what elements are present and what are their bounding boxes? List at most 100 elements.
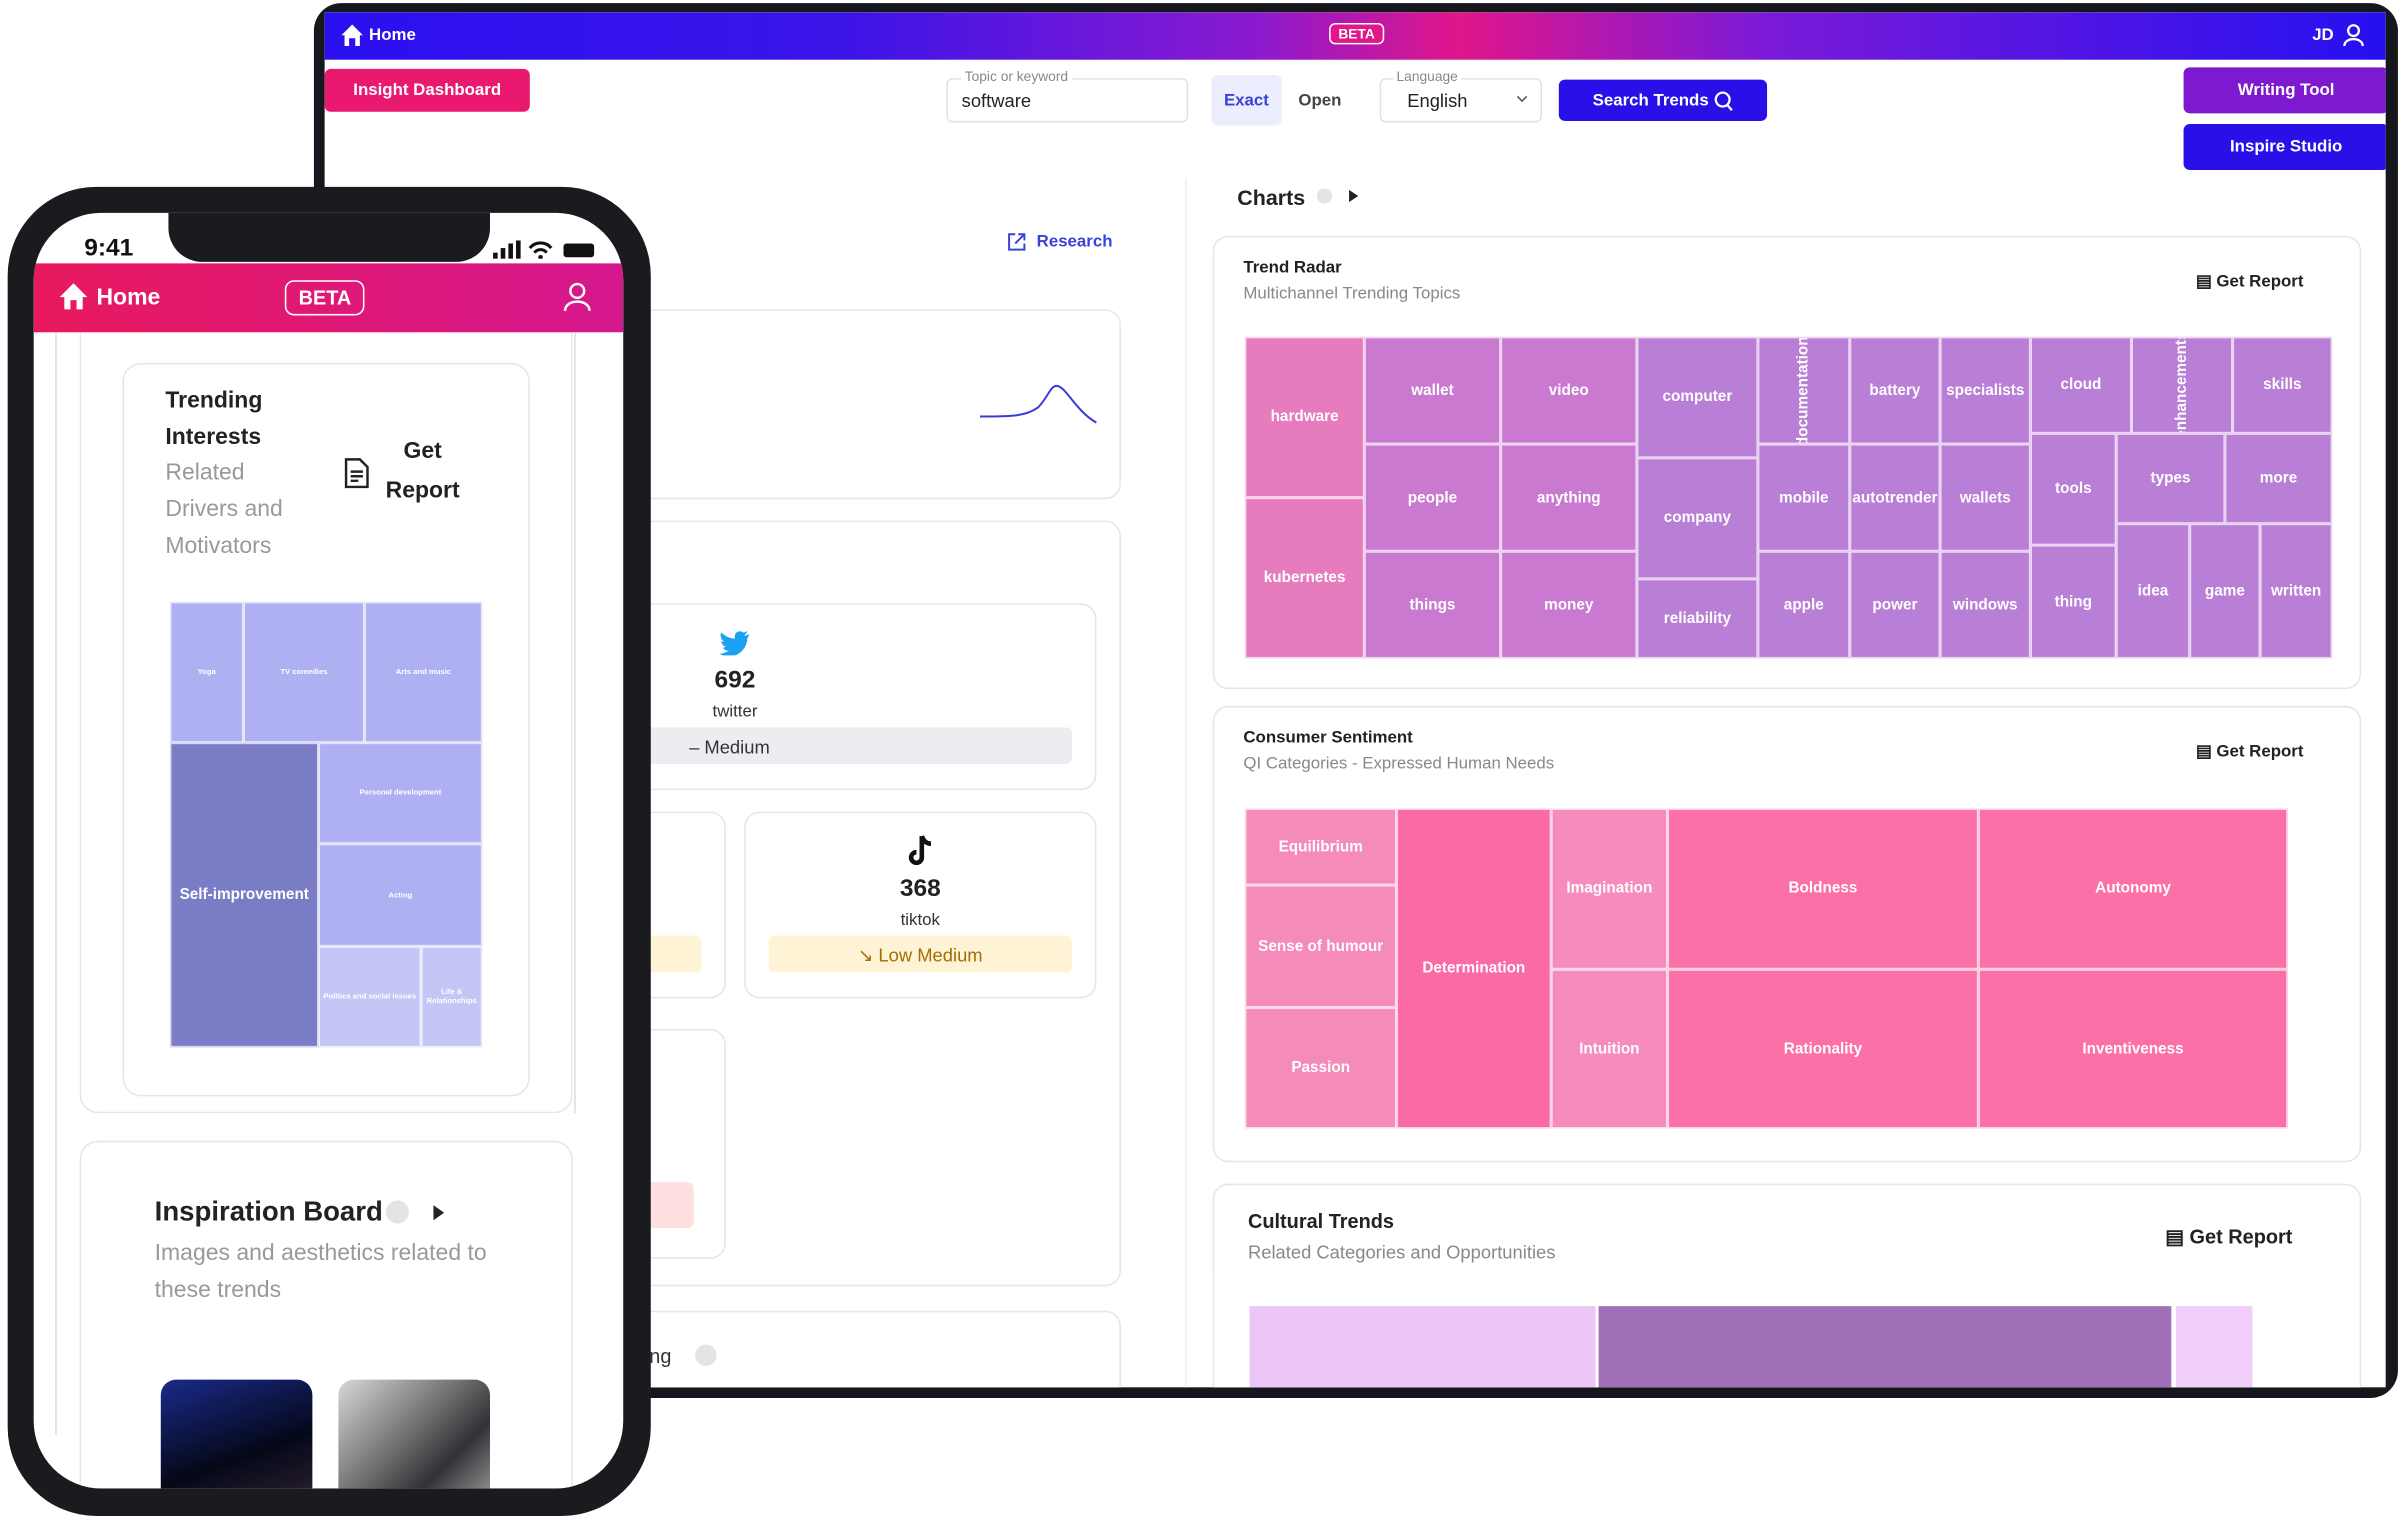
beta-badge: BETA	[1329, 22, 1385, 45]
cell-label: Determination	[1422, 960, 1526, 977]
phone-home[interactable]: Home	[96, 284, 161, 311]
twitter-level-text: Medium	[704, 736, 770, 758]
section-title: ng	[649, 1344, 672, 1368]
cell-label: thing	[2054, 593, 2093, 611]
help-icon	[385, 1200, 409, 1224]
treemap-cell: kubernetes	[1244, 497, 1365, 659]
card-subtitle: QI Categories - Expressed Human Needs	[1243, 754, 1555, 774]
user-icon	[2343, 24, 2364, 47]
treemap-cell: written	[2260, 523, 2333, 659]
treemap-cell: mobile	[1757, 444, 1850, 552]
dashboard-button[interactable]: Insight Dashboard	[324, 68, 530, 112]
treemap-cell: battery	[1849, 336, 1941, 445]
cell-label: Politics and social issues	[323, 992, 417, 1002]
cell-label: cloud	[2060, 376, 2102, 394]
cell-label: written	[2271, 582, 2322, 600]
card-subtitle: Related Categories and Opportunities	[1247, 1241, 1556, 1264]
nav-home[interactable]: Home	[369, 26, 416, 45]
cell-label: more	[2259, 470, 2298, 487]
treemap-cell: Equilibrium	[1244, 808, 1397, 886]
get-report-label: Get Report	[2189, 1225, 2293, 1248]
treemap-cell: idea	[2116, 523, 2190, 659]
tiktok-level-text: Low Medium	[878, 944, 983, 967]
cell-label: anything	[1536, 489, 1601, 507]
inspiration-image[interactable]	[160, 1379, 313, 1489]
tiktok-count: 368	[899, 875, 941, 902]
cell-label: Yoga	[197, 667, 216, 677]
treemap-cell: cloud	[2030, 336, 2132, 434]
tiktok-name: tiktok	[900, 911, 940, 930]
charts-heading: Charts	[1237, 185, 1306, 210]
cell-label: Rationality	[1783, 1040, 1863, 1058]
report-icon	[344, 458, 369, 489]
treemap-cell: Autonomy	[1978, 808, 2288, 970]
treemap-cell: reliability	[1636, 578, 1758, 659]
inspiration-title: Inspiration Board	[154, 1195, 383, 1227]
research-link[interactable]: Research	[1036, 232, 1113, 252]
cell-label: money	[1544, 596, 1594, 614]
cell-label: Boldness	[1788, 880, 1858, 898]
exact-toggle[interactable]: Exact	[1211, 75, 1282, 126]
get-report[interactable]: ▤ Get Report	[2195, 742, 2304, 762]
open-toggle[interactable]: Open	[1298, 91, 1342, 110]
cell-label: Personal development	[359, 788, 442, 798]
treemap-cell	[2175, 1306, 2253, 1388]
cell-label: wallet	[1411, 382, 1454, 399]
search-button[interactable]: Search Trends	[1558, 79, 1768, 121]
search-label: Search Trends	[1592, 91, 1709, 110]
cell-label: TV comedies	[280, 667, 328, 677]
card-title: Trending Interests	[165, 387, 263, 451]
treemap-cell: Intuition	[1551, 969, 1668, 1129]
language-value: English	[1407, 90, 1468, 112]
topic-value: software	[961, 90, 1032, 112]
inspiration-subtitle: Images and aesthetics related to these t…	[154, 1240, 487, 1304]
cell-label: computer	[1662, 388, 1733, 406]
card-subtitle: Related Drivers and Motivators	[165, 459, 283, 559]
treemap-cell: more	[2224, 433, 2333, 524]
inspiration-image[interactable]	[338, 1379, 490, 1489]
inspire-label: Inspire Studio	[2230, 137, 2343, 157]
user-icon	[563, 282, 591, 312]
cell-label: Self-improvement	[179, 886, 309, 904]
treemap-cell: wallet	[1364, 336, 1501, 445]
cell-label: specialists	[1946, 382, 2025, 399]
treemap-cell: Politics and social issues	[318, 946, 422, 1048]
user-initials[interactable]: JD	[2312, 26, 2334, 45]
treemap-cell: enhancements	[2131, 336, 2233, 434]
cell-label: wallets	[1959, 489, 2011, 507]
treemap-cell: Self-improvement	[169, 742, 319, 1048]
twitter-name: twitter	[712, 702, 758, 722]
cell-label: mobile	[1779, 489, 1829, 507]
topic-label: Topic or keyword	[961, 68, 1072, 85]
card-subtitle: Multichannel Trending Topics	[1243, 284, 1461, 304]
twitter-count: 692	[714, 667, 756, 694]
search-icon	[1714, 90, 1733, 111]
treemap-cell: skills	[2232, 336, 2333, 434]
writing-button[interactable]: Writing Tool	[2183, 67, 2386, 114]
treemap-cell: Imagination	[1551, 808, 1668, 970]
inspire-button[interactable]: Inspire Studio	[2183, 124, 2386, 170]
get-report[interactable]: Get Report	[385, 437, 460, 504]
treemap-cell: Personal development	[318, 742, 483, 844]
cell-label: apple	[1783, 596, 1824, 614]
cell-label: things	[1409, 596, 1456, 614]
home-icon	[341, 24, 363, 46]
treemap-cell	[1249, 1306, 1596, 1388]
home-icon	[59, 283, 88, 310]
cell-label: Autonomy	[2095, 880, 2171, 898]
treemap-cell: game	[2189, 523, 2261, 659]
cell-label: idea	[2137, 582, 2169, 600]
cell-label: autotrender	[1852, 489, 1938, 507]
cell-label: game	[2204, 582, 2245, 600]
treemap-cell: Sense of humour	[1244, 885, 1397, 1008]
treemap-cell: TV comedies	[243, 601, 365, 743]
treemap-cell: power	[1849, 551, 1941, 659]
cell-label: Sense of humour	[1258, 937, 1384, 955]
cell-label: hardware	[1270, 408, 1339, 426]
get-report[interactable]: ▤ Get Report	[2195, 272, 2304, 291]
get-report[interactable]: ▤ Get Report	[2165, 1225, 2293, 1248]
cell-label: windows	[1952, 596, 2018, 614]
cell-label: Intuition	[1579, 1040, 1640, 1058]
expand-icon	[1349, 189, 1359, 203]
